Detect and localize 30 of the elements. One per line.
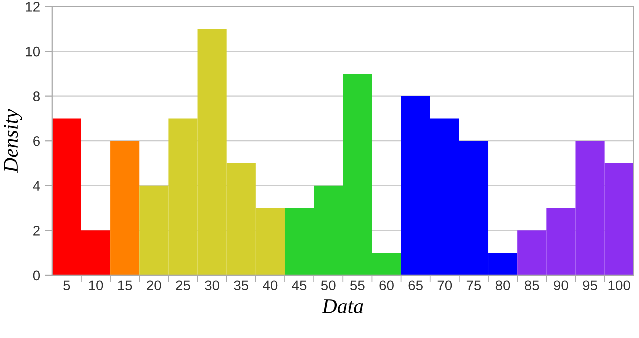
- y-tick-label: 2: [34, 226, 40, 236]
- x-tick-label: 95: [583, 280, 598, 291]
- x-tick-label: 40: [263, 280, 278, 291]
- x-tick-label: 50: [321, 280, 336, 291]
- x-tick-label: 30: [205, 280, 220, 291]
- x-tick-label: 25: [176, 280, 190, 291]
- x-tick-label: 10: [89, 280, 104, 291]
- x-tick-label: 45: [292, 280, 307, 291]
- x-tick-label: 65: [408, 280, 423, 291]
- x-tick-label: 35: [234, 280, 249, 291]
- x-tick-label: 5: [64, 280, 70, 291]
- x-tick-label: 20: [147, 280, 162, 291]
- bar: [110, 141, 140, 276]
- x-tick-label: 85: [525, 280, 540, 291]
- x-axis-title: Data: [322, 300, 364, 314]
- y-tick-label: 6: [34, 136, 40, 146]
- x-tick-label: 55: [350, 280, 365, 291]
- x-tick-label: 70: [438, 280, 452, 291]
- x-tick-label: 100: [608, 280, 630, 291]
- y-tick-label: 4: [33, 181, 40, 191]
- x-tick-label: 75: [466, 280, 482, 291]
- x-tick-label: 90: [554, 280, 568, 291]
- y-tick-label: 0: [33, 270, 40, 281]
- y-tick-label: 10: [26, 46, 40, 57]
- x-tick-label: 60: [380, 280, 394, 291]
- y-tick-label: 8: [33, 92, 40, 102]
- y-axis-title: Density: [4, 109, 22, 174]
- y-tick-label: 12: [26, 2, 40, 12]
- x-tick-label: 80: [496, 280, 510, 291]
- x-tick-label: 15: [118, 280, 132, 291]
